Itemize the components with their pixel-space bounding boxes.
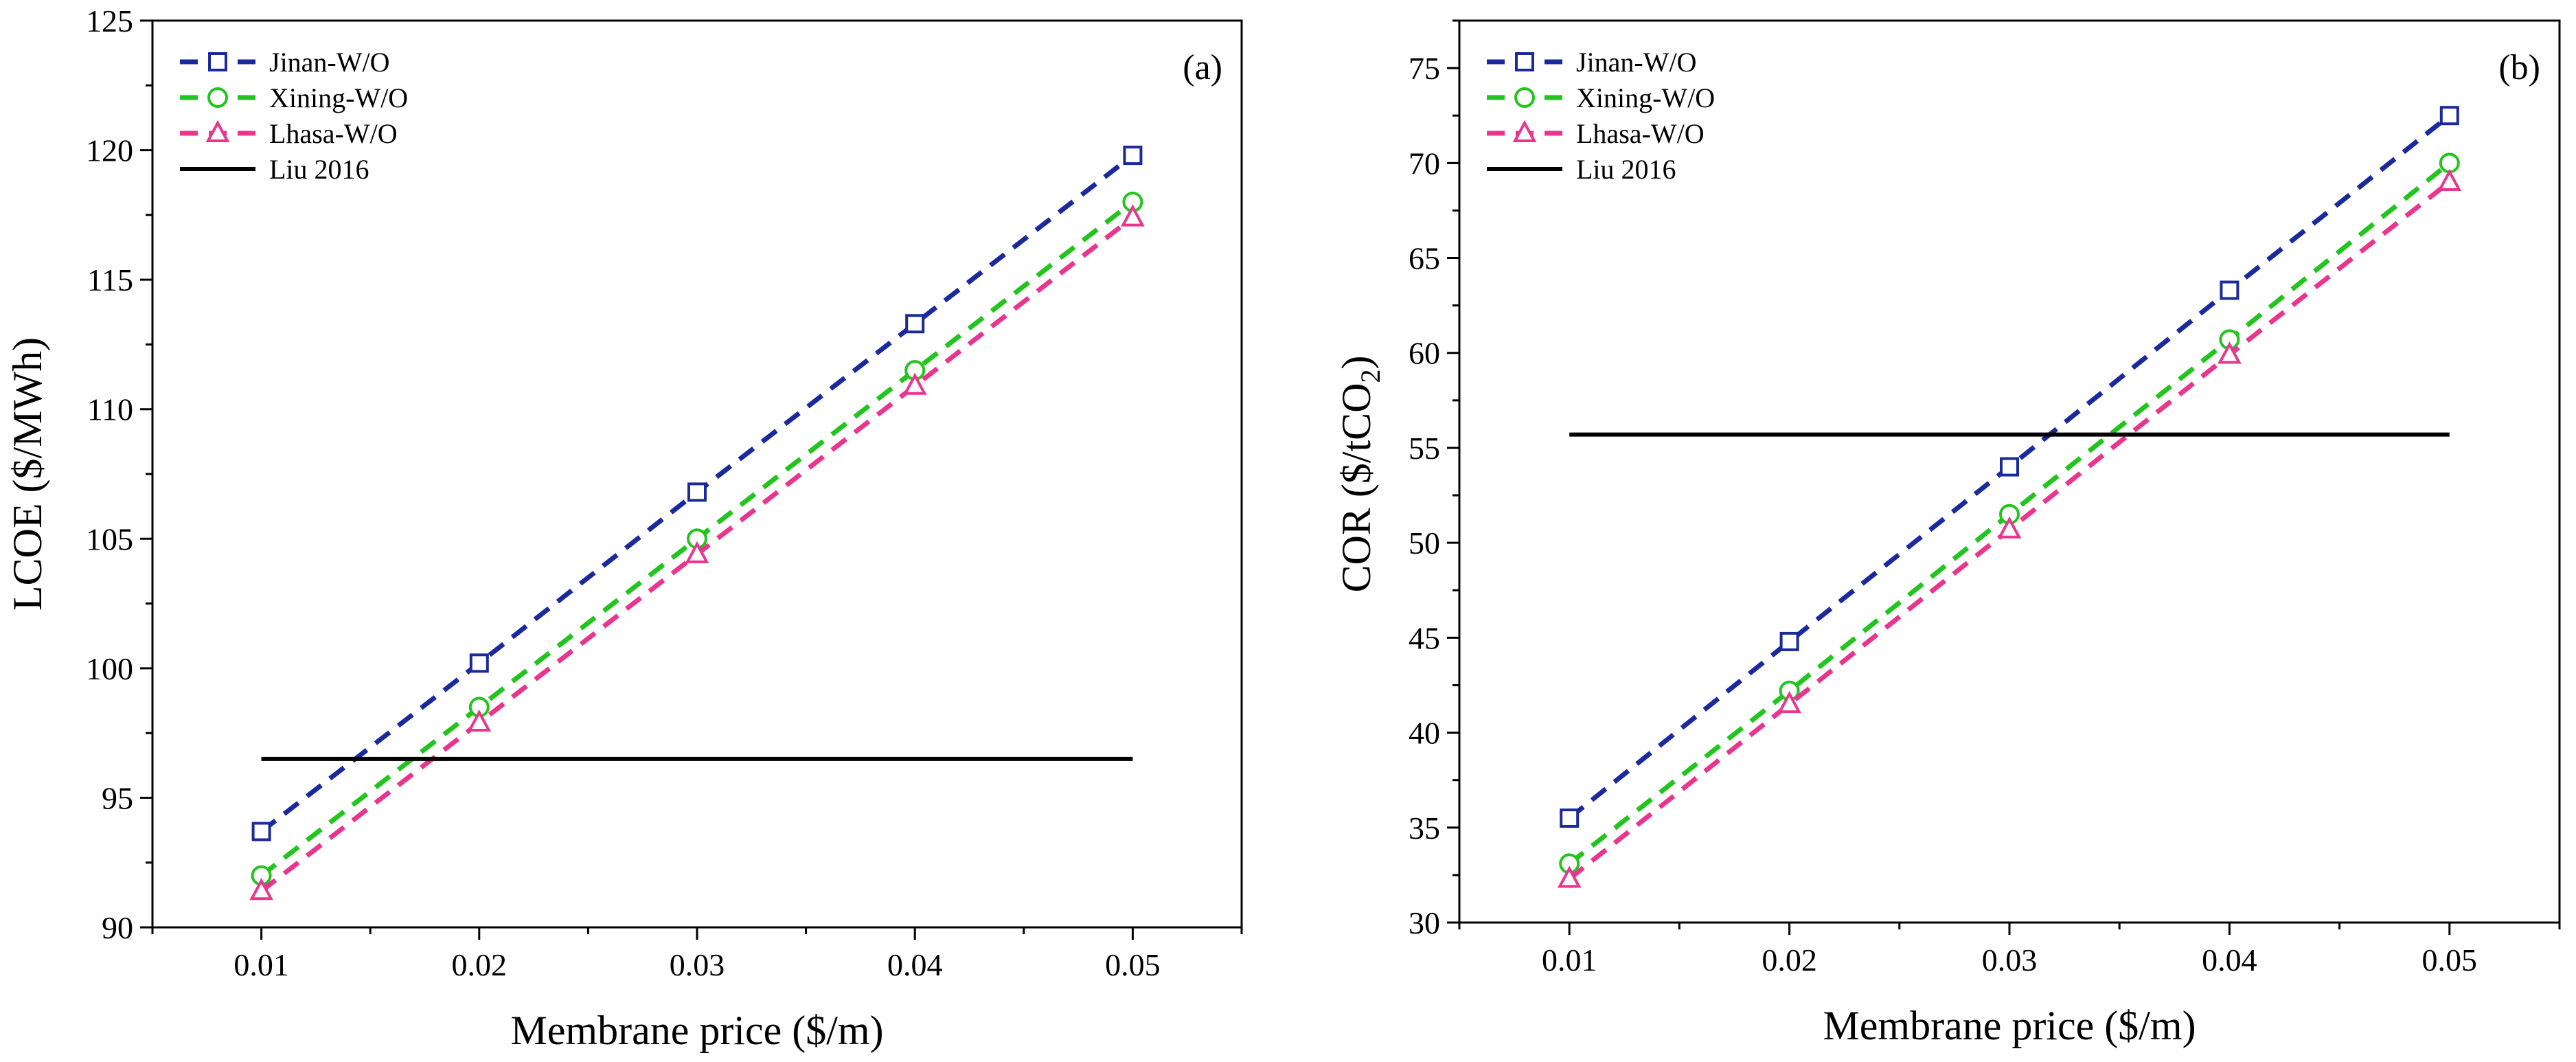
data-point-lhasa-w-o [902,372,927,395]
data-point-jinan-w-o [2000,457,2019,477]
x-tick-label: 0.05 [1105,947,1161,982]
x-tick-label: 0.04 [2202,942,2257,978]
chart-b-cor: 30 35 40 45 50 55 60 65 70 75 0.01 0.02 0.03 0.04 0.05… [1334,19,2561,1048]
data-point-jinan-w-o [2439,106,2459,126]
data-point-jinan-w-o [1123,146,1143,166]
data-point-lhasa-w-o [1557,866,1582,888]
legend-label-liu-2016: Liu 2016 [1576,154,1676,185]
legend-marker-jinan-w-o [1515,52,1534,71]
legend-marker-xining-w-o [207,87,228,108]
data-point-lhasa-w-o [1121,204,1145,227]
legend-marker-lhasa-w-o [205,120,230,142]
x-tick-label: 0.03 [1982,942,2038,978]
y-tick-label: 75 [1409,51,1440,86]
x-tick-label: 0.01 [1542,942,1597,978]
y-tick-label: 70 [1409,146,1440,181]
x-tick-label: 0.02 [1762,942,1817,978]
x-tick-label: 0.05 [2422,942,2478,978]
legend-label-xining-w-o: Xining-W/O [269,82,408,113]
data-point-lhasa-w-o [1777,690,1801,714]
data-point-lhasa-w-o [2437,168,2462,191]
legend-label-xining-w-o: Xining-W/O [1576,82,1715,113]
legend-marker-lhasa-w-o [1512,120,1537,142]
x-tick-label: 0.04 [887,947,943,982]
series-jinan-w-o [1560,106,2459,828]
panel-label: (b) [2498,48,2540,87]
data-point-jinan-w-o [687,482,707,502]
data-point-jinan-w-o [251,822,271,841]
data-point-lhasa-w-o [685,541,709,563]
x-axis-title: Membrane price ($/m) [510,1008,883,1053]
data-point-lhasa-w-o [1997,516,2022,539]
y-tick-label: 125 [86,3,133,38]
data-point-jinan-w-o [2220,280,2239,300]
y-tick-label: 50 [1409,526,1440,561]
legend-label-lhasa-w-o: Lhasa-W/O [269,118,398,149]
legend-label-liu-2016: Liu 2016 [269,154,369,185]
chart-a-lcoe: 90 95 100 105 110 115 120 125 0.01 0.02 0.03 0.04 0.… [5,3,1243,1053]
x-tick-label: 0.02 [452,947,508,982]
x-axis-title: Membrane price ($/m) [1823,1003,2196,1048]
data-point-jinan-w-o [469,653,489,673]
legend-marker-jinan-w-o [208,52,227,71]
legend-label-jinan-w-o: Jinan-W/O [1576,47,1697,78]
y-tick-label: 40 [1409,716,1440,751]
series-jinan-w-o [251,146,1143,841]
y-tick-label: 65 [1409,241,1440,276]
x-tick-label: 0.03 [670,947,725,982]
legend-label-jinan-w-o: Jinan-W/O [269,47,390,78]
y-tick-label: 35 [1409,811,1440,846]
data-point-jinan-w-o [1560,808,1580,828]
y-tick-label: 55 [1409,431,1440,466]
data-point-jinan-w-o [1779,631,1799,651]
y-tick-label: 120 [86,133,133,168]
series-lhasa-w-o [1557,168,2462,888]
series-xining-w-o [1559,152,2460,874]
y-tick-label: 95 [102,780,133,815]
legend: Jinan-W/O Xining-W/O Lhasa-W/O Liu 2016 [1487,47,1715,185]
y-tick-label: 90 [102,910,133,945]
data-point-lhasa-w-o [249,877,273,901]
y-tick-label: 105 [86,521,133,556]
y-tick-label: 60 [1409,336,1440,371]
legend: Jinan-W/O Xining-W/O Lhasa-W/O Liu 2016 [180,47,408,185]
y-axis-title: LCOE ($/MWh) [5,337,50,611]
y-axis-title: COR ($/tCO2) [1334,355,1386,592]
series-xining-w-o [251,192,1143,886]
panel-label: (a) [1183,48,1222,87]
y-tick-label: 115 [87,262,133,297]
data-point-jinan-w-o [905,314,925,334]
data-point-lhasa-w-o [2218,341,2242,364]
legend-label-lhasa-w-o: Lhasa-W/O [1576,118,1705,149]
y-tick-label: 45 [1409,620,1440,655]
series-lhasa-w-o [249,204,1145,901]
x-tick-label: 0.01 [233,947,289,982]
data-point-lhasa-w-o [467,709,492,732]
y-tick-label: 100 [86,651,133,686]
legend-marker-xining-w-o [1514,87,1535,108]
y-tick-label: 30 [1409,905,1440,940]
y-tick-label: 110 [87,392,133,427]
